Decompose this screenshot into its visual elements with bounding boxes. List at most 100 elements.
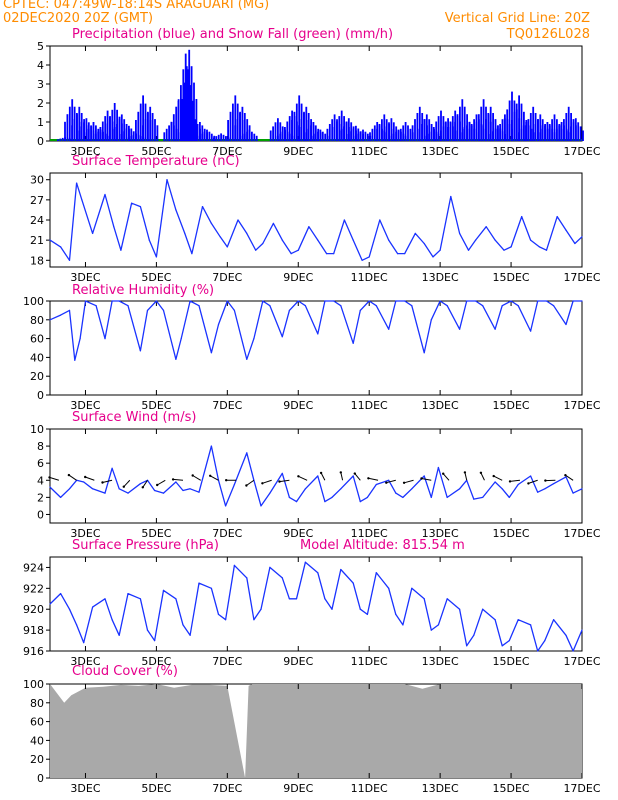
pres-ytick-label: 920: [23, 603, 44, 616]
wind-arrow-head: [353, 472, 356, 475]
precip-bar: [201, 125, 204, 141]
precip-bar: [222, 134, 225, 141]
precip-bar: [198, 135, 201, 141]
precip-bar: [83, 122, 85, 141]
wind-data-point: [68, 488, 71, 490]
precip-bar: [411, 125, 414, 141]
wind-arrow-head: [527, 482, 530, 485]
pres-data-point: [146, 629, 149, 631]
precip-bar: [317, 131, 319, 141]
temp-data-point: [556, 216, 558, 218]
precip-bar: [487, 113, 490, 141]
precip-bar: [560, 125, 563, 141]
precip-bar: [185, 66, 188, 141]
precip-bar: [85, 118, 88, 141]
wind-data-point: [288, 496, 290, 498]
pres-data-point: [366, 613, 368, 616]
precip-bar: [168, 125, 170, 141]
cloud-ytick-label: 20: [30, 753, 44, 766]
pres-data-point: [388, 587, 390, 589]
wind-arrow-head: [225, 479, 228, 482]
precip-bar: [187, 69, 189, 141]
temp-data-point: [237, 219, 239, 221]
header-line1: CPTEC: 047:49W-18:14S ARAGUARI (MG): [3, 0, 270, 12]
wind-data-point: [446, 496, 448, 498]
wind-xtick-label: 7DEC: [212, 527, 242, 540]
precip-bar: [407, 125, 409, 141]
temp-xtick-label: 11DEC: [351, 271, 388, 284]
wind-data-point: [411, 488, 413, 490]
precip-bar: [357, 133, 360, 141]
wind-arrow: [403, 479, 414, 484]
precip-bar: [409, 128, 412, 141]
precip-xtick-label: 17DEC: [563, 145, 600, 158]
wind-data-point: [60, 496, 62, 498]
precip-bar: [120, 134, 123, 141]
wind-data-point: [92, 488, 94, 490]
wind-arrow: [464, 472, 468, 481]
pres-data-point: [437, 624, 439, 626]
precip-bar: [482, 125, 485, 141]
rh-data-point: [74, 359, 76, 361]
precip-bar: [87, 128, 90, 141]
precip-bar: [130, 128, 133, 141]
wind-arrow-head: [544, 479, 547, 482]
precip-bar: [104, 116, 107, 141]
wind-data-point: [104, 492, 106, 494]
rh-data-point: [104, 338, 106, 340]
pres-data-point: [217, 613, 220, 616]
precip-bar: [440, 130, 442, 141]
cloud-xtick-label: 9DEC: [283, 782, 313, 795]
precip-bar: [170, 121, 173, 141]
rh-data-point: [430, 319, 432, 321]
temp-data-point: [81, 199, 83, 201]
wind-data-point: [154, 489, 156, 492]
pres-data-point: [359, 608, 361, 610]
pres-data-point: [246, 577, 248, 579]
precip-bar: [151, 113, 154, 141]
precip-bar: [582, 130, 584, 141]
wind-arrow: [386, 479, 396, 484]
precip-bar: [78, 106, 81, 141]
rh-xtick-label: 5DEC: [141, 399, 171, 412]
pres-xtick-label: 7DEC: [212, 655, 242, 668]
temp-ytick-label: 21: [30, 234, 44, 247]
pres-data-point: [411, 587, 413, 589]
wind-arrow: [354, 473, 361, 481]
precip-bar: [156, 125, 159, 141]
wind-data-point: [162, 492, 165, 494]
pres-data-point: [68, 608, 71, 610]
precip-bar: [149, 106, 152, 141]
precip-bar: [340, 130, 343, 141]
rh-data-point: [404, 300, 406, 302]
temp-xtick-label: 15DEC: [493, 271, 530, 284]
temp-data-point: [226, 246, 228, 248]
cloud-cover-area: [50, 684, 582, 778]
wind-ytick-label: 4: [37, 474, 44, 487]
wind-arrow: [421, 478, 432, 481]
temp-xtick-label: 5DEC: [141, 271, 171, 284]
pres-data-point: [182, 624, 184, 626]
rh-data-point: [501, 305, 503, 307]
wind-data-point: [210, 445, 212, 447]
wind-data-point: [331, 496, 333, 498]
precip-bar: [378, 124, 381, 141]
pres-data-point: [281, 577, 283, 579]
precip-bar: [362, 129, 364, 141]
precip-bar: [246, 131, 248, 141]
precip-bar: [321, 131, 324, 141]
precip-bar: [298, 95, 301, 141]
wind-arrow-head: [209, 474, 212, 477]
pres-data-point: [317, 572, 319, 574]
precip-bar: [246, 119, 249, 141]
wind-data-point: [565, 476, 567, 478]
temp-data-point: [246, 232, 248, 234]
precip-bar: [78, 130, 81, 141]
header-model-code: TQ0126L028: [506, 27, 590, 42]
precip-bar: [229, 111, 232, 141]
precip-bar: [109, 116, 111, 141]
rh-data-point: [466, 300, 468, 302]
cloud-xtick-label: 17DEC: [563, 782, 600, 795]
precip-bar: [532, 128, 534, 141]
